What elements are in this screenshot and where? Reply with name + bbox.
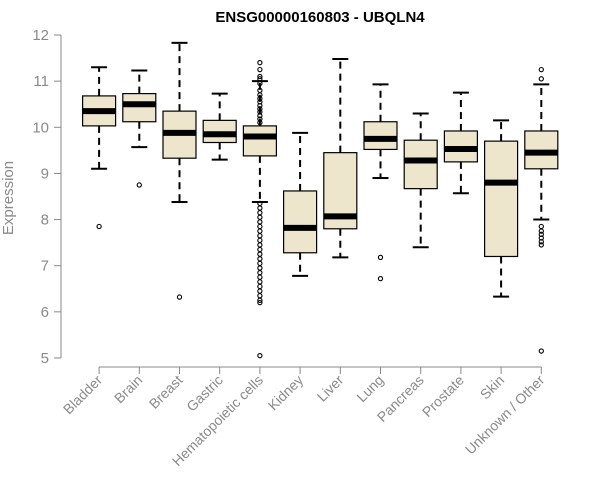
x-tick-label: Lung xyxy=(353,372,386,405)
outlier-point xyxy=(257,256,263,262)
box-iqr xyxy=(283,190,318,254)
outlier-point xyxy=(538,239,544,245)
outlier-point xyxy=(257,260,263,267)
outlier-point xyxy=(257,246,263,253)
box-lung xyxy=(363,83,398,282)
x-tick-label: Liver xyxy=(314,372,347,405)
outlier-point xyxy=(176,294,183,300)
box-bladder xyxy=(81,66,117,230)
y-axis-label: Expression xyxy=(0,161,17,235)
outlier-point xyxy=(257,219,263,225)
x-tick-label: Brain xyxy=(111,372,145,406)
y-tick-label: 5 xyxy=(41,350,49,367)
outlier-point xyxy=(538,76,544,82)
outlier-point xyxy=(257,106,263,112)
box-group xyxy=(81,41,559,359)
box-iqr xyxy=(122,92,157,123)
outlier-point xyxy=(257,214,263,220)
outlier-point xyxy=(257,223,263,230)
x-tick-label: Skin xyxy=(477,372,508,403)
y-tick-label: 11 xyxy=(33,73,49,90)
y-tick-label: 10 xyxy=(32,119,49,136)
outlier-point xyxy=(257,96,263,102)
outlier-point xyxy=(377,275,384,282)
box-breast xyxy=(162,41,197,300)
outlier-point xyxy=(257,274,263,280)
box-hematopoietic-cells xyxy=(242,60,277,359)
outlier-point xyxy=(538,66,544,73)
outlier-point xyxy=(257,120,263,126)
x-tick-label: Kidney xyxy=(265,372,307,414)
outlier-point xyxy=(257,66,263,73)
box-prostate xyxy=(443,91,478,195)
outlier-point xyxy=(257,205,263,211)
x-tick-label: Prostate xyxy=(419,372,467,420)
outlier-point xyxy=(377,254,384,261)
box-skin xyxy=(484,119,519,298)
box-liver xyxy=(323,57,358,259)
box-kidney xyxy=(283,131,318,277)
outlier-point xyxy=(257,80,263,87)
outlier-point xyxy=(257,237,263,243)
outlier-point xyxy=(257,60,263,66)
y-tick-label: 7 xyxy=(41,258,49,275)
outlier-point xyxy=(538,223,544,230)
outlier-point xyxy=(257,228,263,234)
outlier-point xyxy=(257,297,263,303)
y-tick-label: 8 xyxy=(41,212,49,229)
outlier-point xyxy=(257,251,263,257)
y-tick-label: 6 xyxy=(41,304,49,321)
outlier-point xyxy=(538,228,544,234)
y-tick-label: 9 xyxy=(41,165,49,182)
box-pancreas xyxy=(403,112,438,249)
outlier-point xyxy=(257,73,263,80)
outlier-point xyxy=(257,265,263,271)
outlier-point xyxy=(257,242,263,248)
chart-title: ENSG00000160803 - UBQLN4 xyxy=(215,9,425,26)
box-unknown-other xyxy=(524,66,559,354)
outlier-point xyxy=(257,209,263,216)
outlier-point xyxy=(257,288,263,294)
outlier-point xyxy=(257,102,263,109)
outlier-point xyxy=(96,223,102,230)
outlier-point xyxy=(257,299,263,306)
outlier-point xyxy=(257,283,263,290)
outlier-point xyxy=(136,182,142,188)
outlier-point xyxy=(257,279,263,285)
x-tick-label: Breast xyxy=(146,372,186,412)
y-tick-label: 12 xyxy=(32,27,49,44)
outlier-point xyxy=(257,113,263,119)
outlier-point xyxy=(257,233,263,239)
box-gastric xyxy=(202,92,237,161)
x-tick-label: Bladder xyxy=(60,372,106,418)
box-iqr xyxy=(484,140,519,258)
outlier-point xyxy=(257,353,263,359)
outlier-point xyxy=(538,348,544,354)
outlier-point xyxy=(257,269,263,276)
box-iqr xyxy=(363,121,398,151)
box-iqr xyxy=(403,139,438,190)
box-iqr xyxy=(242,125,277,157)
outlier-point xyxy=(257,293,263,299)
y-axis: 5 6 7 8 9 10 11 12 xyxy=(32,27,62,367)
outlier-point xyxy=(538,242,544,248)
box-brain xyxy=(122,69,157,188)
